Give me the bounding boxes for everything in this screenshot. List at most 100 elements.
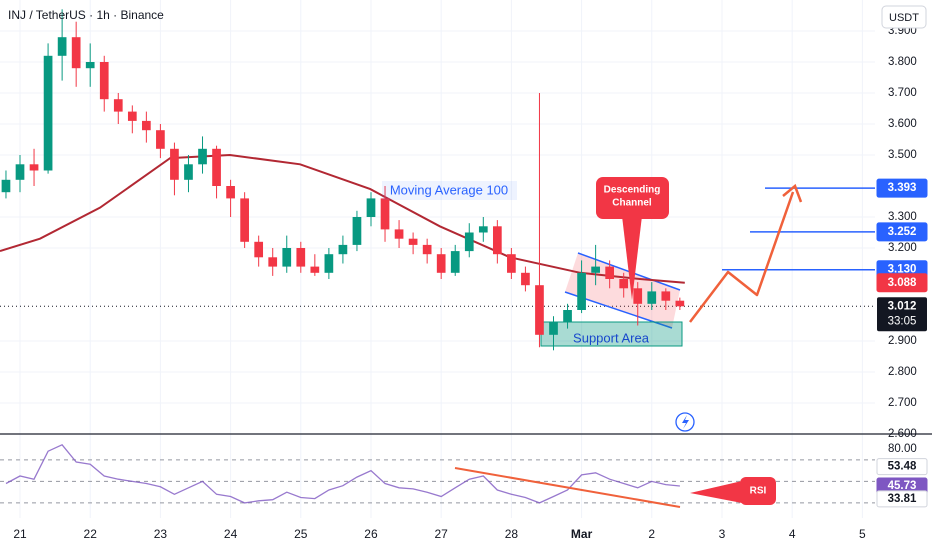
ma-label-bg — [382, 181, 517, 200]
candle-body — [57, 37, 67, 56]
x-tick-label: 2 — [648, 527, 655, 541]
projection-path — [689, 191, 795, 323]
y-tick-label: 3.800 — [888, 56, 917, 68]
candle-body — [478, 226, 488, 233]
projection-arrow — [782, 183, 803, 203]
candle-body — [184, 164, 193, 180]
x-tick-label: 28 — [505, 527, 519, 541]
rsi-label: RSI — [750, 486, 767, 497]
y-tick-label: 3.200 — [888, 242, 917, 254]
candle-body — [198, 148, 207, 165]
level-badge-label: 3.130 — [888, 264, 917, 276]
candle-body — [226, 186, 235, 199]
candle-body — [450, 251, 460, 273]
symbol-header: INJ / TetherUS · 1h · Binance — [8, 8, 164, 22]
candle-body — [675, 300, 685, 307]
x-tick-label: 21 — [13, 527, 27, 541]
support-label: Support Area — [573, 330, 650, 345]
candle-body — [521, 272, 530, 286]
ma-badge-label: 3.088 — [888, 277, 917, 289]
x-tick-label: 25 — [294, 527, 308, 541]
ma-label: Moving Average 100 — [390, 182, 508, 197]
candle-body — [492, 226, 502, 255]
candle-body — [422, 244, 432, 255]
candle-body — [254, 241, 264, 258]
candle-body — [310, 266, 320, 273]
rsi-badge-label: 33.81 — [888, 493, 917, 505]
candle-body — [563, 310, 572, 323]
rsi-tick-label: 80.00 — [888, 443, 917, 455]
candle-body — [647, 291, 657, 304]
candle-body — [15, 164, 25, 180]
y-tick-label: 3.500 — [888, 149, 917, 161]
candle-body — [436, 254, 446, 273]
y-tick-label: 3.600 — [888, 118, 917, 130]
rsi-trendline — [454, 467, 681, 508]
candle-body — [394, 229, 404, 239]
x-tick-label: 23 — [154, 527, 168, 541]
x-tick-label: 4 — [789, 527, 796, 541]
candle-body — [282, 248, 292, 267]
rsi-badge — [876, 458, 928, 476]
level-badge — [876, 178, 928, 198]
candle-body — [268, 257, 278, 267]
x-tick-label: 5 — [859, 527, 866, 541]
x-tick-label: Mar — [571, 527, 593, 541]
annotation-layer: Moving Average 100 Support Area Descendi… — [382, 177, 803, 508]
rsi-bubble — [740, 477, 776, 505]
candle-body — [113, 99, 123, 112]
x-tick-label: 24 — [224, 527, 238, 541]
candle-body — [352, 217, 362, 245]
y-tick-label: 2.700 — [888, 397, 917, 409]
channel-label: Descending — [604, 185, 661, 196]
candle-body — [99, 62, 109, 100]
candle-body — [170, 148, 179, 180]
candle-body — [29, 164, 39, 171]
candle-body — [549, 322, 558, 335]
candle-body — [535, 285, 544, 335]
rsi-badge-label: 45.73 — [888, 480, 917, 492]
candle-body — [240, 198, 249, 242]
alert-icon-bolt — [682, 415, 689, 429]
current-price-label: 3.012 — [888, 300, 917, 312]
ma-badge — [876, 273, 928, 293]
candle-body — [507, 254, 516, 273]
grid-layer — [0, 0, 875, 518]
current-price-badge — [877, 297, 927, 332]
x-tick-label: 22 — [84, 527, 98, 541]
candle-body — [633, 288, 643, 304]
channel-label: Channel — [612, 198, 652, 209]
currency-button[interactable] — [881, 5, 927, 29]
y-tick-label: 3.300 — [888, 211, 917, 223]
y-tick-label: 2.900 — [888, 335, 917, 347]
candle-body — [577, 272, 586, 310]
candle-body — [127, 111, 137, 121]
candle-body — [1, 179, 11, 193]
candle-body — [464, 232, 474, 252]
candle-body — [661, 291, 671, 301]
candle-body — [619, 279, 629, 289]
candle-body — [212, 148, 221, 186]
y-tick-label: 2.800 — [888, 366, 917, 378]
support-area — [540, 321, 683, 347]
candle-body — [324, 254, 334, 273]
rsi-badge — [876, 490, 928, 508]
channel-pointer — [622, 216, 642, 300]
candle-body — [591, 266, 600, 273]
candle-body — [408, 238, 418, 245]
level-badge — [876, 222, 928, 242]
candle-body — [296, 248, 306, 267]
moving-average-line — [0, 153, 685, 284]
axis-layer: 21 22 23 24 25 26 27 28 Mar 2 3 4 52.6002.7002.8002.… — [13, 25, 928, 541]
candle-body — [156, 130, 165, 149]
x-tick-label: 26 — [364, 527, 378, 541]
y-tick-label: 2.600 — [888, 428, 917, 440]
rsi-line — [5, 444, 680, 504]
level-badge-label: 3.393 — [888, 182, 917, 194]
candle-body — [605, 266, 615, 279]
countdown-label: 33:05 — [888, 315, 917, 327]
currency-label: USDT — [889, 12, 919, 24]
candle-body — [85, 62, 95, 69]
